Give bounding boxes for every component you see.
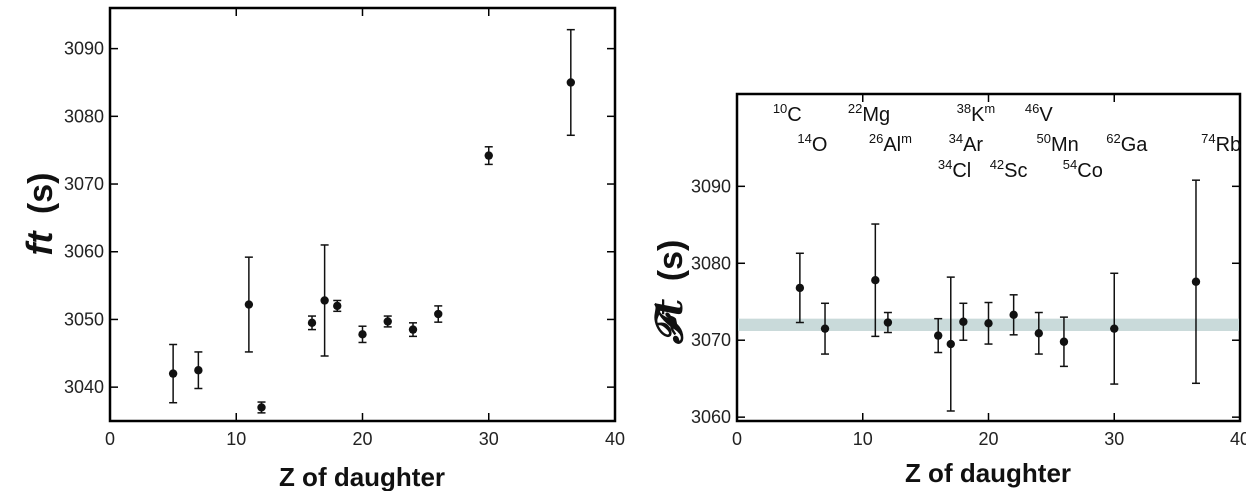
left-y-tick-label: 3040 — [64, 377, 104, 397]
left-x-tick-label: 10 — [226, 429, 246, 449]
left-x-axis-title: Z of daughter — [279, 462, 445, 491]
right-y-axis-quantity: 𝓕t — [646, 298, 691, 345]
left-data-point — [408, 325, 418, 334]
Ft-vs-z-panel: 0 10 20 30 40 3060 3070 3080 3090 10C 22Mg 38Km 46V… — [646, 92, 1246, 488]
left-y-tick-label: 3090 — [64, 39, 104, 59]
left-data-point — [333, 301, 342, 311]
left-y-axis-quantity: ft — [19, 230, 60, 256]
left-y-tick-label: 3070 — [64, 174, 104, 194]
left-data-point — [383, 317, 392, 326]
nuclide-label: 14O — [797, 131, 827, 156]
right-x-tick-label: 30 — [1104, 429, 1124, 449]
right-data-point — [984, 319, 993, 328]
left-data-point — [194, 366, 203, 375]
left-data-marks — [168, 28, 576, 414]
left-data-point — [320, 296, 329, 305]
left-data-point — [257, 403, 266, 412]
left-data-point — [566, 78, 576, 87]
nuclide-label: 46V — [1025, 101, 1053, 126]
left-x-tick-label: 0 — [105, 429, 115, 449]
right-y-tick-label: 3070 — [691, 330, 731, 350]
nuclide-label: 50Mn — [1037, 131, 1079, 156]
left-x-tick-label: 30 — [479, 429, 499, 449]
nuclide-labels: 10C 22Mg 38Km 46V 14O 26Alm 34Ar 50Mn 62Ga 74Rb 34… — [773, 101, 1241, 182]
left-data-point — [358, 330, 367, 339]
left-y-tick-label: 3080 — [64, 106, 104, 126]
left-y-axis-unit: (s) — [22, 173, 60, 215]
right-y-tick-label: 3080 — [691, 253, 731, 273]
nuclide-label: 54Co — [1063, 157, 1103, 182]
right-x-tick-label: 0 — [732, 429, 742, 449]
right-data-point — [820, 324, 830, 333]
nuclide-label: 34Ar — [949, 131, 984, 156]
right-y-axis-title: 𝓕t (s) — [646, 240, 691, 346]
nuclide-label: 38Km — [957, 101, 996, 126]
nuclide-label: 22Mg — [848, 101, 890, 126]
right-data-point — [946, 339, 955, 349]
nuclide-label: 10C — [773, 101, 802, 126]
nuclide-label: 74Rb — [1201, 131, 1241, 156]
left-x-tick-label: 20 — [352, 429, 372, 449]
nuclide-label: 62Ga — [1106, 131, 1148, 156]
nuclide-label: 26Alm — [869, 131, 912, 156]
right-y-axis-unit: (s) — [652, 240, 690, 282]
left-plot-frame — [108, 6, 617, 423]
left-data-point — [484, 151, 493, 160]
left-data-point — [244, 300, 254, 309]
right-data-point — [1191, 277, 1201, 286]
right-x-tick-label: 40 — [1230, 429, 1246, 449]
right-data-point — [1059, 337, 1069, 346]
right-x-tick-label: 20 — [978, 429, 998, 449]
right-y-tick-label: 3060 — [691, 407, 731, 427]
right-data-point — [959, 317, 968, 326]
left-data-point — [307, 318, 317, 328]
right-data-point — [1034, 329, 1044, 338]
right-x-axis-title: Z of daughter — [905, 458, 1071, 488]
left-y-tick-label: 3060 — [64, 242, 104, 262]
left-x-tick-label: 40 — [605, 429, 625, 449]
right-data-point — [795, 283, 805, 293]
right-data-point — [883, 318, 893, 327]
right-y-tick-label: 3090 — [691, 176, 731, 196]
left-data-point — [434, 309, 443, 319]
left-data-point — [168, 369, 178, 378]
left-y-tick-label: 3050 — [64, 309, 104, 329]
right-data-point — [1110, 324, 1119, 333]
right-x-tick-label: 10 — [853, 429, 873, 449]
right-data-point — [871, 275, 880, 285]
right-data-marks — [795, 179, 1201, 412]
left-y-axis-title: ft (s) — [19, 173, 60, 256]
right-data-point — [934, 331, 943, 340]
right-data-point — [1009, 310, 1018, 320]
nuclide-label: 42Sc — [990, 157, 1028, 182]
right-axis-ticks: 0 10 20 30 40 3060 3070 3080 3090 — [691, 94, 1246, 449]
nuclide-label: 34Cl — [938, 157, 971, 182]
